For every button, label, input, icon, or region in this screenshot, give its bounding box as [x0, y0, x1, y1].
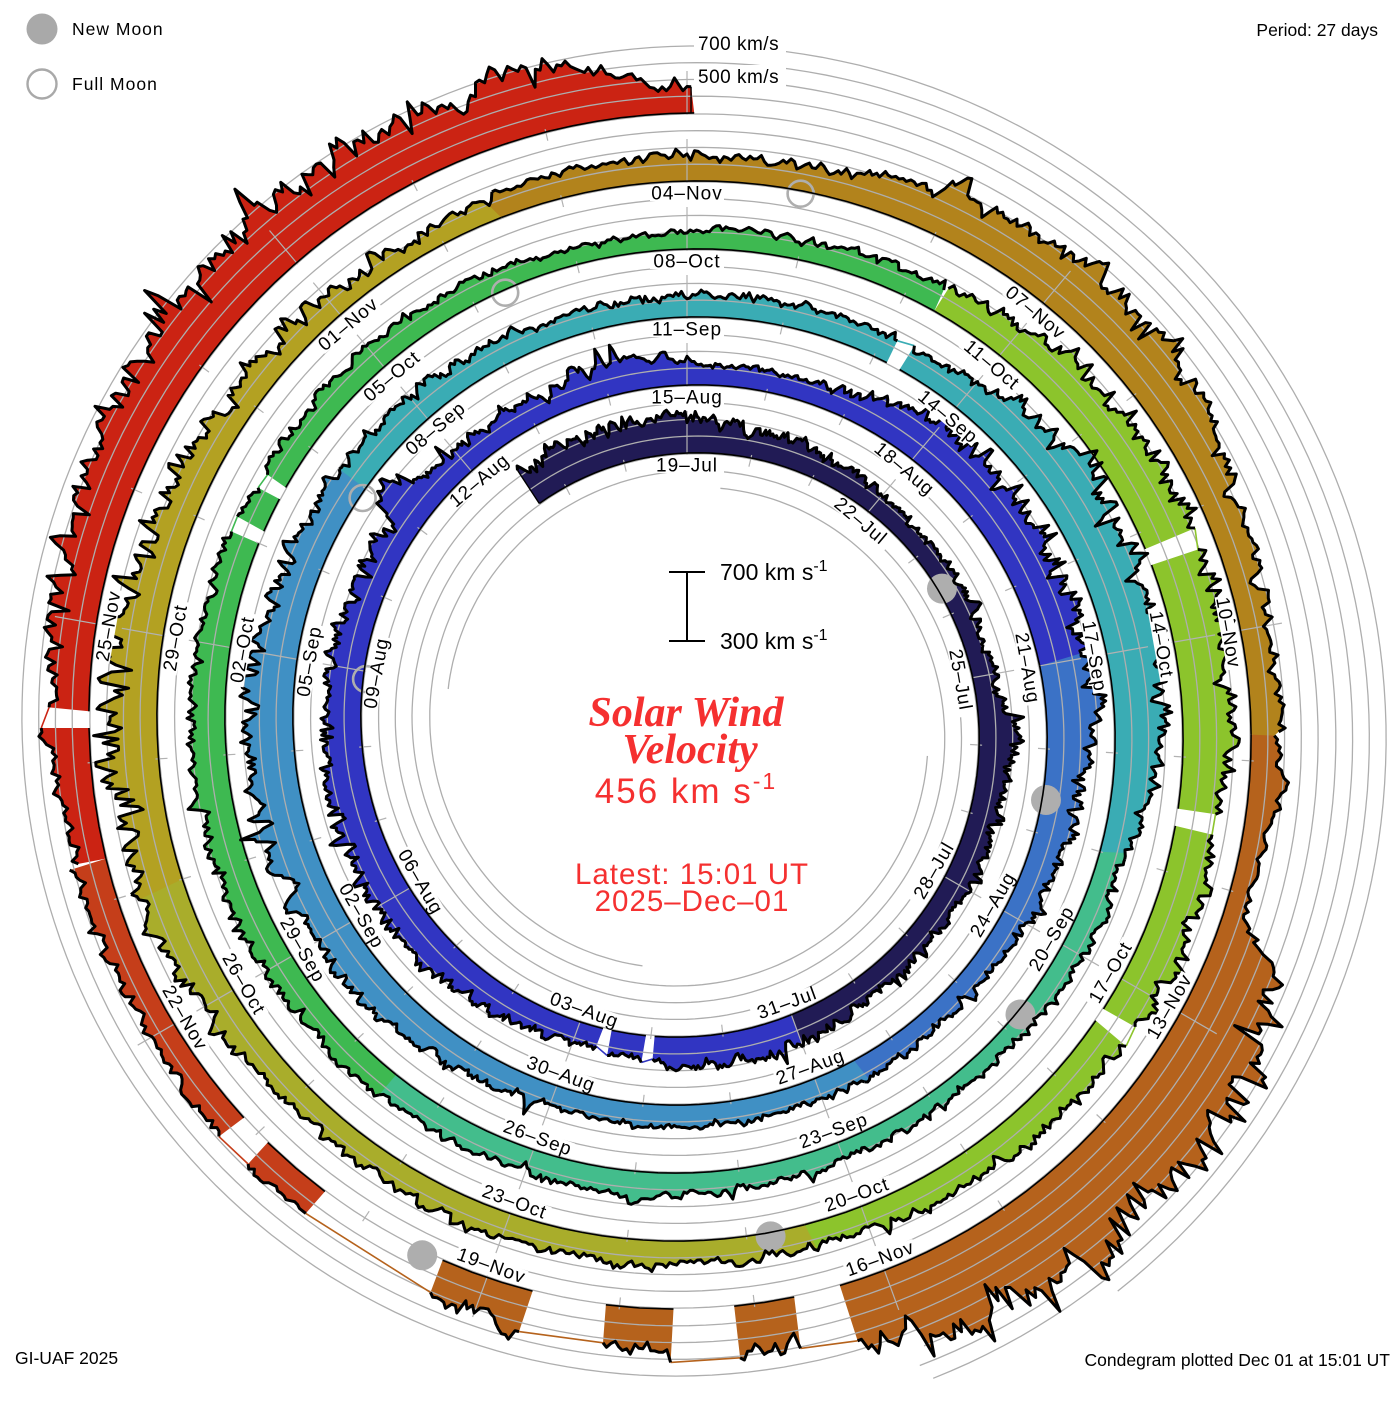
svg-text:300 km s-1: 300 km s-1	[720, 627, 828, 654]
svg-text:15–Aug: 15–Aug	[651, 388, 723, 409]
svg-text:500 km/s: 500 km/s	[698, 67, 779, 88]
svg-text:Velocity: Velocity	[622, 727, 758, 773]
svg-text:Condegram plotted Dec 01 at 15: Condegram plotted Dec 01 at 15:01 UT	[1085, 1350, 1391, 1370]
svg-text:19–Jul: 19–Jul	[656, 456, 718, 477]
svg-text:New Moon: New Moon	[72, 19, 164, 39]
svg-text:GI-UAF 2025: GI-UAF 2025	[15, 1348, 118, 1368]
svg-text:04–Nov: 04–Nov	[651, 184, 723, 205]
svg-text:Period: 27 days: Period: 27 days	[1256, 20, 1378, 40]
svg-text:11–Sep: 11–Sep	[652, 320, 722, 341]
svg-text:Full Moon: Full Moon	[72, 74, 158, 94]
svg-text:08–Oct: 08–Oct	[653, 252, 720, 273]
svg-text:2025–Dec–01: 2025–Dec–01	[595, 885, 790, 918]
svg-text:700 km s-1: 700 km s-1	[720, 558, 828, 585]
svg-text:456 km s-1: 456 km s-1	[595, 768, 777, 811]
svg-text:700 km/s: 700 km/s	[698, 34, 779, 55]
